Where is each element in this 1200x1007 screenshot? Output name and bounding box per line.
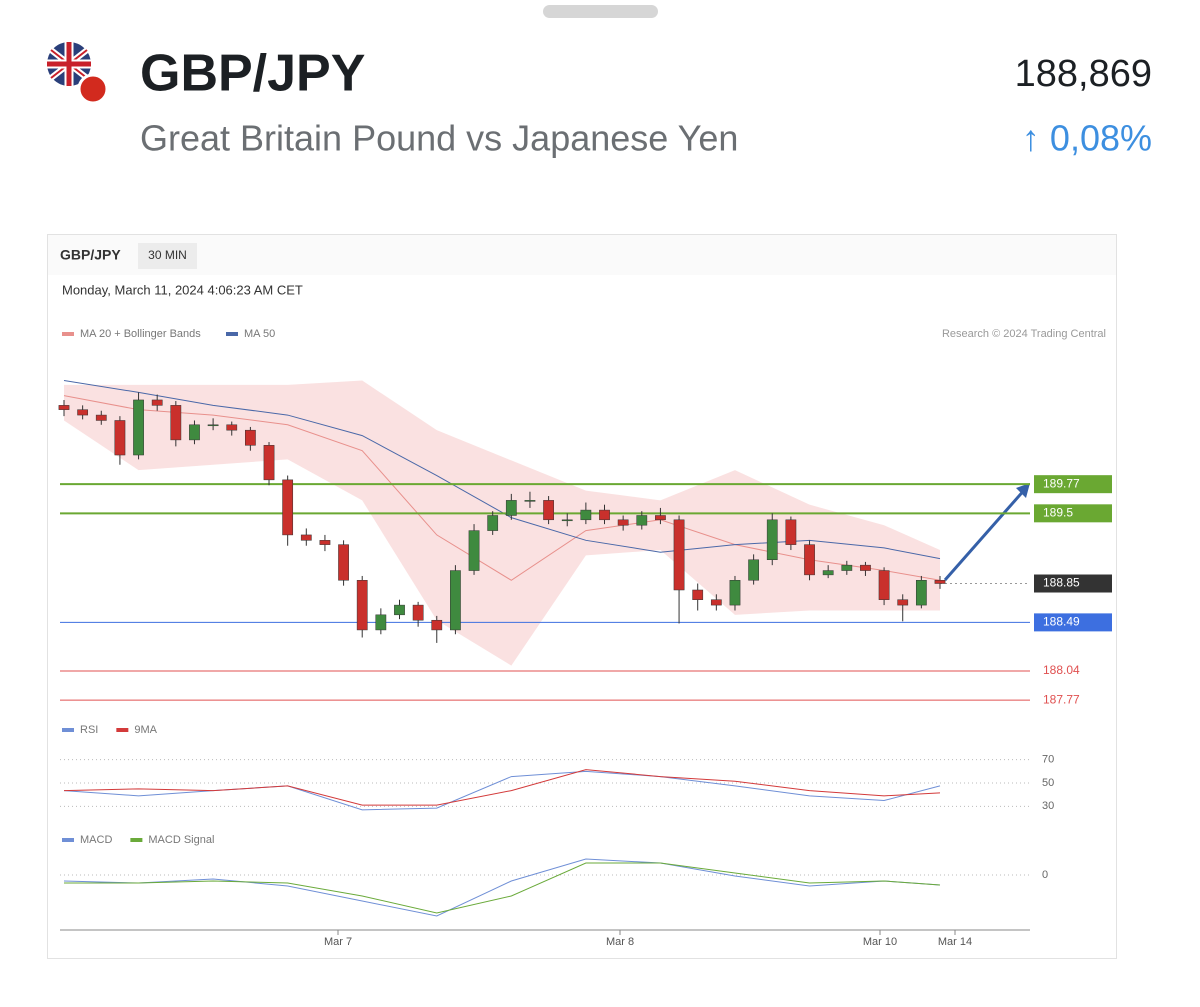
candle-body (282, 479, 294, 536)
candle-body (394, 604, 405, 616)
candle-body (505, 500, 517, 516)
candle-body (748, 559, 759, 581)
level-badge (1034, 574, 1112, 593)
candle-body (133, 399, 144, 456)
candle-body (915, 580, 927, 606)
candle-body (431, 619, 443, 631)
grabber[interactable] (543, 5, 658, 18)
candle-body (263, 445, 275, 481)
y-tick-label: 70 (1042, 754, 1054, 766)
indicator-line (63, 858, 941, 917)
timestamp: Monday, March 11, 2024 4:06:23 AM CET (62, 282, 303, 297)
legend-label: MA 20 + Bollinger Bands (80, 328, 201, 340)
indicator-line (63, 769, 941, 806)
candle-body (822, 570, 834, 576)
flag-icon (47, 42, 109, 105)
level-label: 188.49 (1043, 615, 1080, 629)
level-label: 188.85 (1043, 576, 1080, 590)
level-label: 187.77 (1043, 692, 1080, 706)
chart-frame (47, 234, 1117, 959)
candle-body (207, 424, 219, 427)
credit: Research © 2024 Trading Central (942, 328, 1106, 340)
level-label: 189.5 (1043, 505, 1073, 519)
candle-body (245, 429, 256, 446)
y-tick-label: 50 (1042, 777, 1054, 789)
candle-body (450, 570, 461, 631)
level-label: 189.77 (1043, 476, 1080, 490)
candle-body (375, 614, 387, 631)
level-badge (1034, 475, 1112, 494)
level-badge (1034, 613, 1112, 632)
x-tick-label: Mar 8 (606, 936, 634, 948)
candle-body (226, 424, 238, 431)
candle-body (58, 405, 70, 410)
candle-body (543, 500, 554, 521)
price: 188,869 (1015, 53, 1152, 95)
legend-swatch (62, 728, 74, 732)
candle-body (468, 530, 480, 571)
legend-swatch (130, 838, 143, 842)
change: ↑ 0,08% (1022, 118, 1152, 159)
candle-body (356, 580, 368, 631)
candle-body (692, 589, 704, 600)
candle-body (766, 519, 778, 561)
x-tick-label: Mar 7 (324, 936, 352, 948)
candle-body (710, 599, 722, 606)
candle-body (878, 570, 890, 600)
candle-body (412, 604, 424, 621)
interval-badge[interactable] (138, 243, 197, 269)
legend-swatch (62, 332, 74, 336)
candle-body (860, 564, 871, 571)
candle-body (580, 509, 592, 521)
symbol-name: Great Britain Pound vs Japanese Yen (140, 118, 738, 159)
candle-body (300, 534, 312, 541)
candle-body (77, 409, 89, 416)
candle-body (897, 599, 909, 606)
candle-body (95, 414, 107, 421)
indicator-line (64, 862, 941, 914)
legend-swatch (62, 838, 74, 842)
x-tick-label: Mar 14 (938, 936, 972, 948)
legend-label: RSI (80, 724, 98, 736)
legend-swatch (226, 332, 238, 336)
level-label: 188.04 (1043, 663, 1080, 677)
y-tick-label: 0 (1042, 869, 1048, 881)
candle-body (338, 544, 349, 581)
candle-body (785, 519, 797, 545)
candle-body (599, 509, 610, 521)
candle-body (729, 580, 741, 606)
legend-label: MACD (80, 834, 112, 846)
candle-body (319, 540, 331, 545)
candle-body (524, 500, 536, 502)
candle-body (114, 420, 126, 456)
candle-body (151, 399, 163, 406)
candle-body (487, 515, 499, 531)
legend-label: MA 50 (244, 328, 275, 340)
candle-body (561, 519, 573, 522)
x-tick-label: Mar 10 (863, 936, 897, 948)
candle-body (655, 515, 666, 521)
candle-body (934, 580, 946, 584)
level-badge (1034, 504, 1112, 523)
legend-label: MACD Signal (148, 834, 214, 846)
legend-label: 9MA (134, 724, 157, 736)
candle-body (804, 544, 815, 576)
y-tick-label: 30 (1042, 800, 1054, 812)
candle-body (636, 515, 648, 526)
symbol-title: GBP/JPY (140, 45, 365, 103)
candle-body (841, 564, 853, 571)
forecast-arrowhead (1016, 483, 1030, 498)
forecast-arrow (943, 487, 1028, 581)
chart-symbol: GBP/JPY (60, 247, 121, 263)
bollinger-band (64, 380, 940, 666)
interval: 30 MIN (148, 248, 187, 262)
chart-header (48, 235, 1116, 275)
candle-body (617, 519, 629, 526)
candle-body (189, 424, 200, 441)
candle-body (673, 519, 685, 591)
candle-body (170, 405, 182, 441)
legend-swatch (116, 728, 129, 732)
